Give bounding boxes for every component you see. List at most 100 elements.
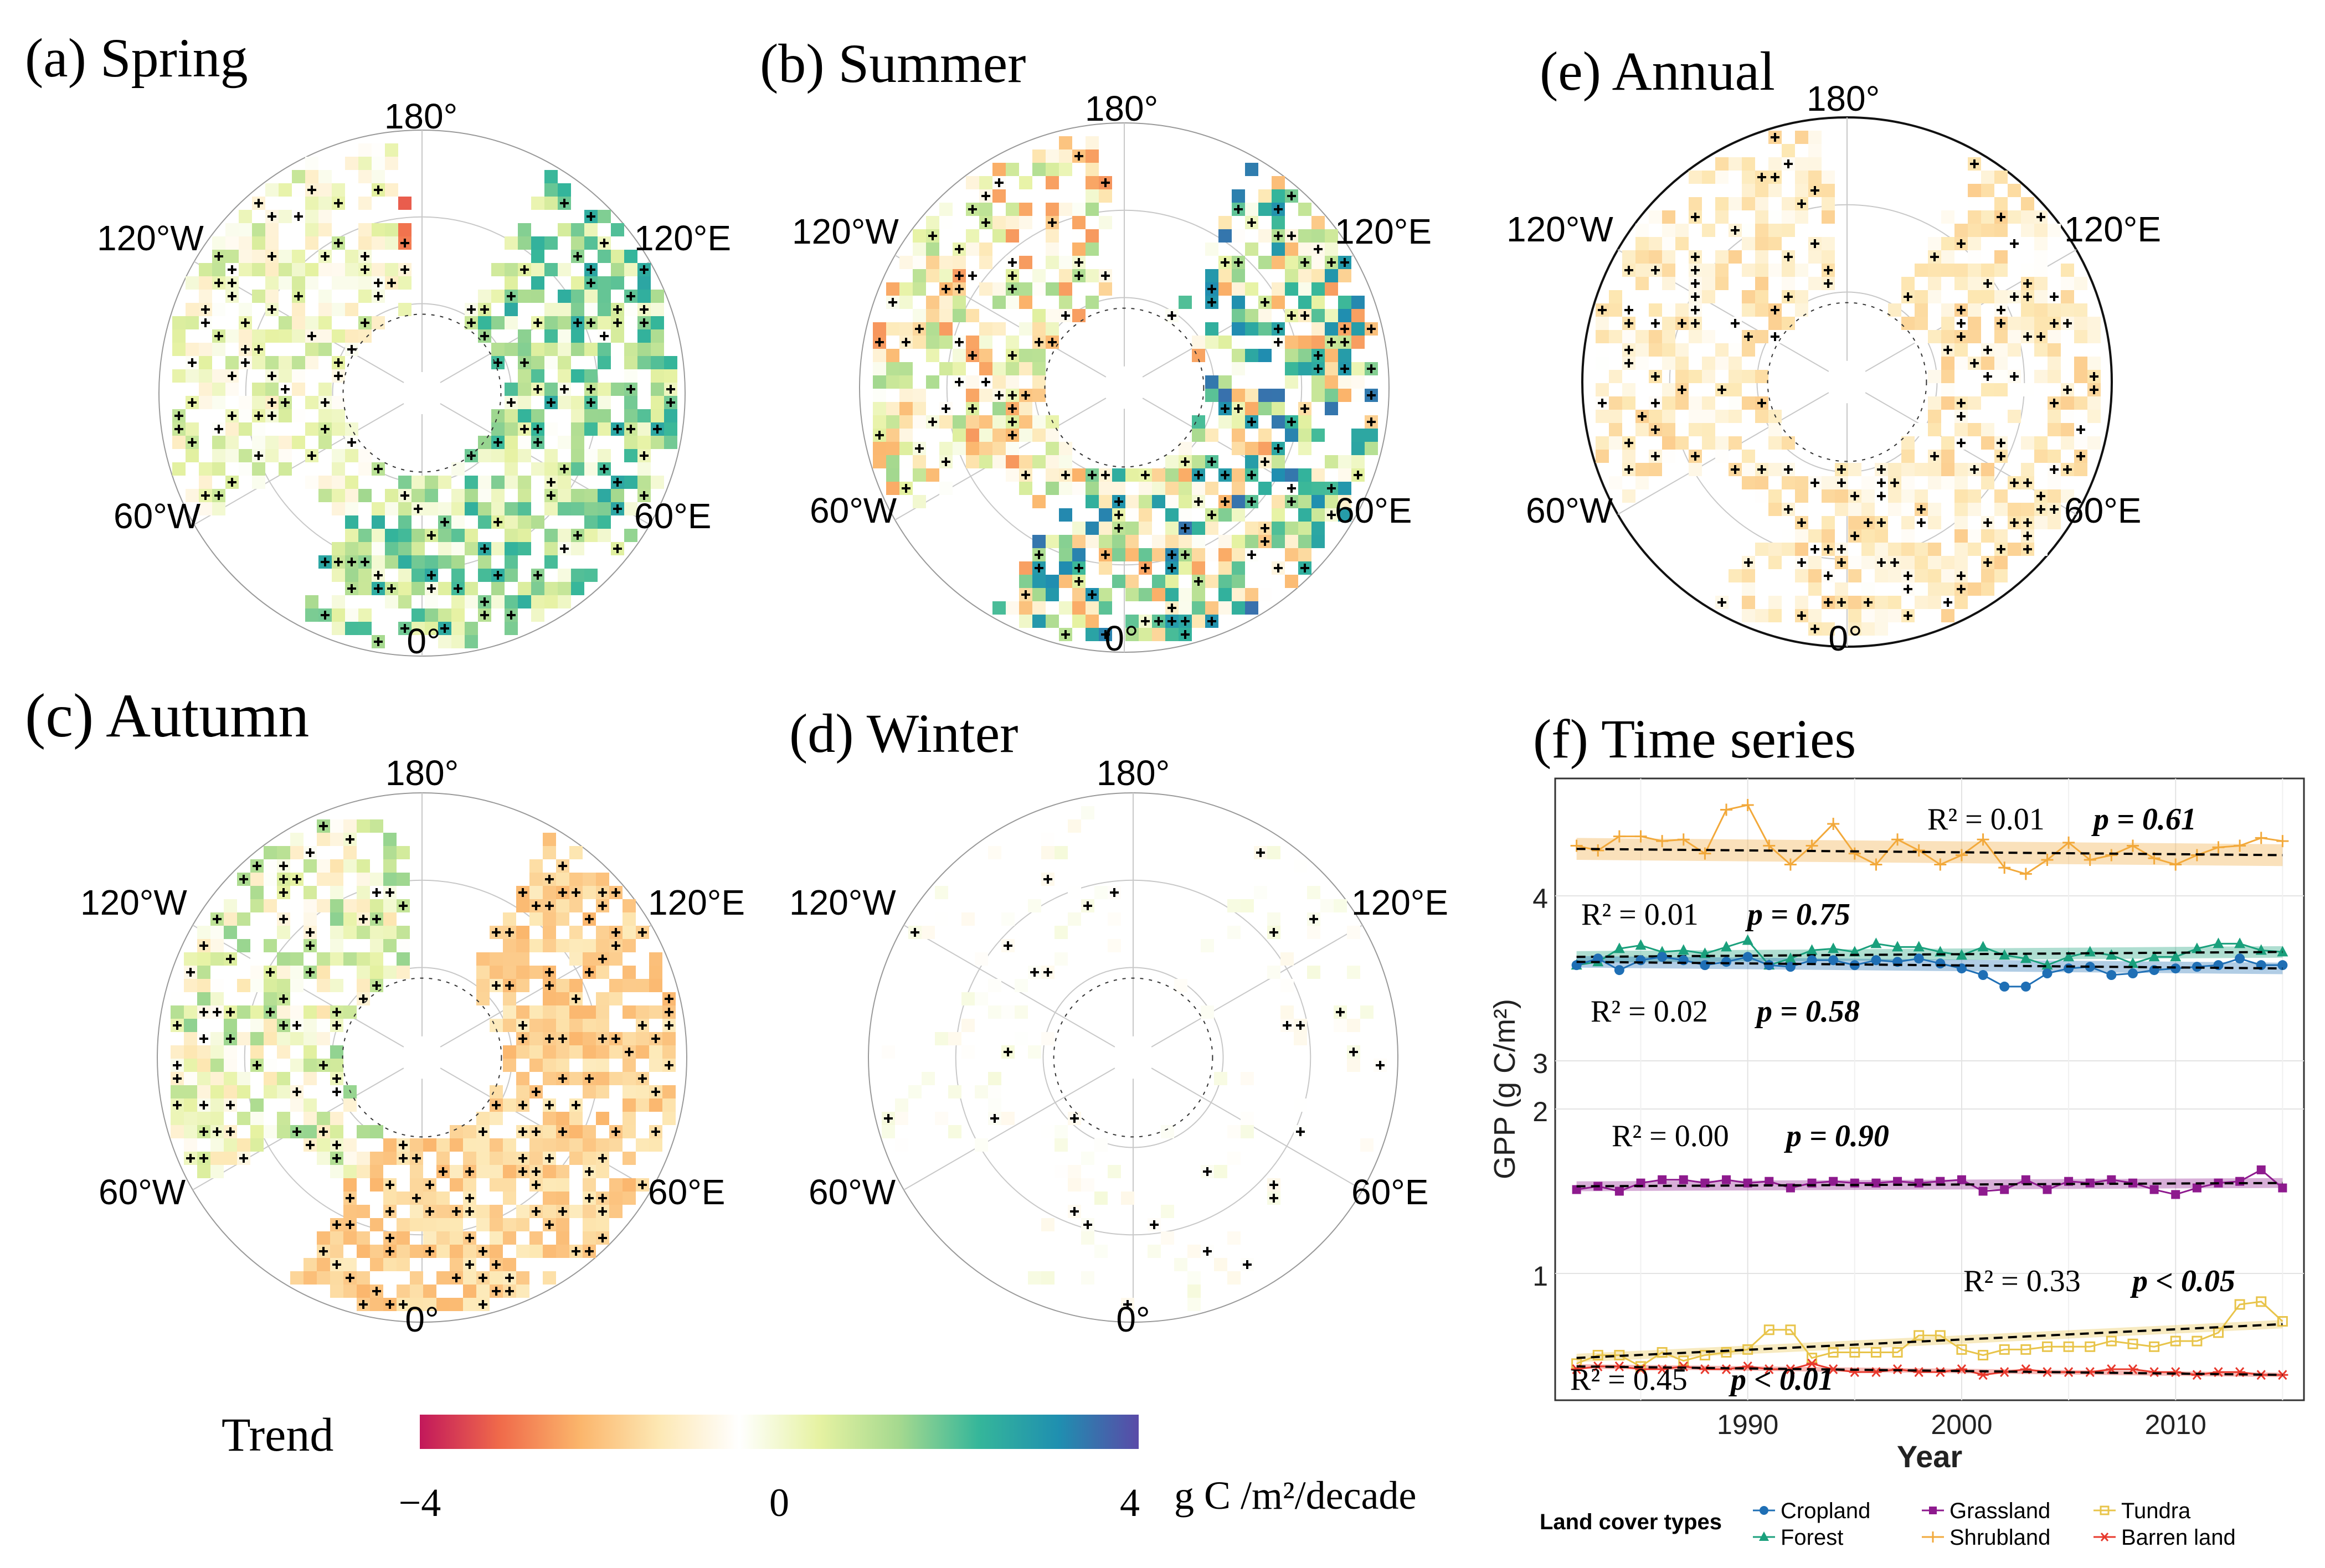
trend-cell	[305, 276, 318, 290]
trend-cell	[212, 449, 225, 462]
data-point	[2170, 1335, 2181, 1347]
trend-cell	[1689, 396, 1702, 410]
trend-cell	[1941, 582, 1954, 596]
trend-cell	[1954, 476, 1968, 489]
trend-cell	[584, 529, 598, 542]
significance-mark	[1221, 404, 1230, 413]
significance-mark	[1181, 617, 1190, 626]
significance-mark	[319, 1247, 328, 1256]
trend-cell	[571, 569, 584, 582]
data-point	[1870, 1367, 1882, 1378]
trend-cell	[490, 1085, 503, 1098]
trend-cell	[598, 250, 611, 263]
trend-cell	[886, 429, 899, 442]
significance-mark	[2010, 478, 2019, 487]
trend-cell	[318, 263, 332, 276]
data-point	[2000, 1185, 2009, 1194]
trend-cell	[343, 1231, 357, 1245]
significance-mark	[640, 305, 649, 314]
significance-mark	[2090, 372, 2098, 381]
data-point	[1784, 952, 1796, 963]
trend-cell	[1702, 436, 1715, 450]
significance-marks	[1598, 133, 2098, 633]
significance-mark	[2023, 518, 2032, 527]
trend-cell	[1298, 495, 1311, 508]
trend-cell	[239, 303, 252, 316]
trend-cell	[529, 859, 543, 873]
trend-cell	[966, 429, 979, 442]
trend-cell	[1782, 303, 1795, 317]
trend-cell	[649, 952, 662, 966]
trend-cell	[330, 952, 343, 966]
trend-cell	[1311, 535, 1325, 548]
trend-cell	[1742, 264, 1755, 277]
trend-cell	[1311, 482, 1325, 495]
trend-cell	[505, 303, 518, 316]
trend-cell	[992, 601, 1006, 615]
significance-mark	[1771, 173, 1779, 182]
trend-cell	[1954, 556, 1968, 569]
trend-cell	[425, 502, 438, 515]
trend-cell	[332, 502, 345, 515]
trend-cell	[1968, 303, 1981, 317]
trend-cell	[265, 263, 279, 276]
trend-cell	[1742, 450, 1755, 463]
trend-cell	[463, 1178, 476, 1192]
trend-cell	[1325, 269, 1338, 282]
trend-cell	[463, 1245, 476, 1258]
trend-cell	[1609, 370, 1622, 383]
data-point	[1742, 934, 1753, 945]
trend-cell	[1046, 482, 1059, 495]
trend-cell	[1152, 468, 1165, 482]
trend-cell	[1609, 396, 1622, 410]
significance-mark	[1744, 558, 1753, 567]
trend-cell	[1108, 912, 1121, 926]
significance-mark	[598, 955, 607, 963]
trend-cell	[1994, 383, 2008, 396]
trend-cell	[584, 290, 598, 303]
significance-mark	[1970, 359, 1979, 368]
trend-cell	[383, 966, 397, 979]
trend-cell	[611, 489, 624, 502]
trend-cell	[623, 1112, 636, 1125]
trend-cell	[569, 1138, 583, 1152]
trend-cell	[598, 290, 611, 303]
trend-cell	[383, 859, 397, 873]
data-point	[1870, 858, 1882, 871]
trend-cell	[1782, 476, 1795, 489]
trend-cell	[1689, 463, 1702, 476]
trend-cell	[1662, 237, 1675, 250]
data-point	[2170, 951, 2182, 962]
trend-cell	[1094, 1138, 1108, 1152]
trend-cell	[895, 1112, 908, 1125]
trend-cell	[264, 1059, 277, 1072]
data-point	[2171, 1190, 2180, 1199]
significance-marks	[875, 152, 1376, 639]
significance-mark	[625, 1048, 634, 1056]
data-point	[1699, 1364, 1711, 1375]
trend-cell	[1755, 330, 1768, 343]
trend-cell	[332, 409, 345, 422]
trend-cell	[1072, 216, 1086, 229]
trend-cell	[1351, 442, 1365, 455]
trend-cell	[358, 223, 372, 236]
trend-cell	[436, 1192, 450, 1205]
trend-cell	[1059, 482, 1072, 495]
data-point	[1678, 1361, 1689, 1371]
trend-cell	[1311, 282, 1325, 296]
trend-cell	[1218, 575, 1232, 588]
trend-cell	[212, 383, 225, 396]
trend-cell	[1822, 171, 1835, 184]
significance-mark	[928, 417, 937, 426]
trend-cell	[1742, 596, 1755, 609]
trend-cell	[225, 356, 239, 369]
significance-mark	[545, 1154, 554, 1163]
significance-mark	[545, 981, 554, 990]
trend-cell	[1795, 264, 1808, 277]
data-point	[2106, 970, 2117, 981]
trend-cell	[212, 236, 225, 250]
trend-cell	[172, 462, 186, 476]
trend-cell	[1729, 436, 1742, 450]
trend-cell	[1245, 282, 1258, 296]
trend-cell	[543, 1059, 556, 1072]
